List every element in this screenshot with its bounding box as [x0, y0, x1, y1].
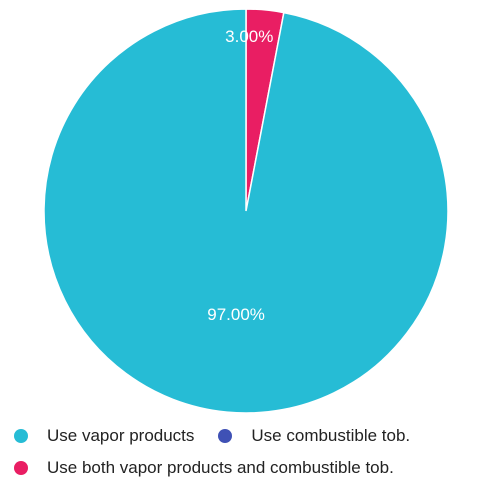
legend-row-2: Use both vapor products and combustible … [14, 458, 394, 478]
legend-swatch-both [14, 461, 28, 475]
pie-slice-0[interactable] [43, 8, 449, 414]
pie-slice-label-2: 3.00% [225, 27, 273, 46]
legend-label-combustible: Use combustible tob. [251, 426, 411, 445]
pie-slice-label-0: 97.00% [207, 305, 265, 324]
legend-item-both[interactable]: Use both vapor products and combustible … [14, 458, 394, 478]
legend-row-1: Use vapor products Use combustible tob. [14, 426, 410, 446]
legend-swatch-vapor [14, 429, 28, 443]
legend-item-combustible[interactable]: Use combustible tob. [218, 426, 410, 446]
legend-label-vapor: Use vapor products [47, 426, 195, 445]
legend: Use vapor products Use combustible tob. … [0, 418, 493, 482]
pie-chart: 97.00% 3.00% [43, 8, 449, 414]
legend-label-both: Use both vapor products and combustible … [47, 458, 394, 477]
legend-item-vapor[interactable]: Use vapor products [14, 426, 194, 446]
legend-swatch-combustible [218, 429, 233, 443]
